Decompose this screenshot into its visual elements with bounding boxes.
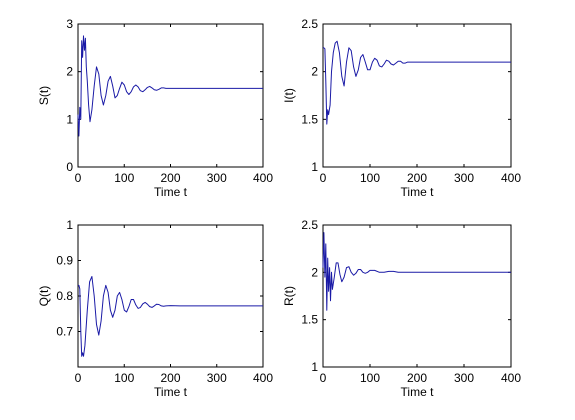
- y-tick-label-s-3: 3: [66, 17, 73, 31]
- x-tick-label-s-3: 300: [207, 171, 227, 185]
- plot-r: 0 100 200 300 400 1 1.5 2 2.5 Time t R(t): [282, 218, 521, 399]
- y-tick-label-s-1: 1: [66, 112, 73, 126]
- y-tick-label-q-2: 0.9: [56, 254, 73, 268]
- x-axis-label-q: Time t: [154, 385, 188, 399]
- y-tick-label-r-1: 1.5: [301, 313, 318, 327]
- y-axis-label-i: I(t): [282, 88, 296, 103]
- y-tick-label-q-1: 0.8: [56, 289, 73, 303]
- x-tick-label-i-2: 200: [407, 171, 427, 185]
- x-tick-label-q-3: 300: [207, 371, 227, 385]
- x-tick-label-i-3: 300: [454, 171, 474, 185]
- y-axis-label-s: S(t): [37, 86, 51, 105]
- x-tick-label-r-1: 100: [360, 371, 380, 385]
- x-tick-label-s-1: 100: [114, 171, 134, 185]
- y-tick-label-q-3: 1: [66, 218, 73, 232]
- x-tick-label-q-1: 100: [114, 371, 134, 385]
- axes-frame-i: [322, 23, 512, 168]
- x-axis-label-r: Time t: [401, 385, 435, 399]
- x-tick-label-i-4: 400: [501, 171, 521, 185]
- y-tick-label-r-3: 2.5: [301, 218, 318, 232]
- series-line-r-0: [322, 232, 511, 311]
- x-tick-label-r-3: 300: [454, 371, 474, 385]
- axes-frame-s: [77, 23, 264, 168]
- x-tick-label-i-1: 100: [360, 171, 380, 185]
- axes-frame-q: [77, 224, 264, 368]
- x-tick-label-r-4: 400: [501, 371, 521, 385]
- x-tick-label-i-0: 0: [320, 171, 327, 185]
- plot-s: 0 100 200 300 400 0 1 2 3 Time t S(t): [37, 17, 273, 199]
- series-line-s-0: [77, 35, 263, 137]
- plot-q: 0 100 200 300 400 0.7 0.8 0.9 1 Time t Q(t): [37, 218, 273, 399]
- x-tick-label-q-2: 200: [160, 371, 180, 385]
- y-tick-label-i-1: 1.5: [301, 112, 318, 126]
- x-tick-label-q-4: 400: [253, 371, 273, 385]
- plot-i: 0 100 200 300 400 1 1.5 2 2.5 Time t I(t): [282, 17, 521, 199]
- series-line-i-0: [323, 40, 511, 125]
- y-tick-label-q-0: 0.7: [56, 325, 73, 339]
- y-tick-label-s-0: 0: [66, 160, 73, 174]
- y-axis-label-r: R(t): [282, 286, 296, 306]
- y-tick-label-i-0: 1: [311, 160, 318, 174]
- y-tick-label-r-2: 2: [311, 265, 318, 279]
- x-tick-label-s-0: 0: [75, 171, 82, 185]
- x-tick-label-r-0: 0: [320, 371, 327, 385]
- series-line-q-0: [78, 276, 263, 357]
- y-tick-label-s-2: 2: [66, 65, 73, 79]
- x-tick-label-s-4: 400: [253, 171, 273, 185]
- y-tick-label-i-3: 2.5: [301, 17, 318, 31]
- x-axis-label-i: Time t: [401, 185, 435, 199]
- y-tick-label-i-2: 2: [311, 65, 318, 79]
- axes-frame-r: [322, 224, 512, 368]
- x-tick-label-q-0: 0: [75, 371, 82, 385]
- x-tick-label-r-2: 200: [407, 371, 427, 385]
- y-tick-label-r-0: 1: [311, 360, 318, 374]
- x-axis-label-s: Time t: [154, 185, 188, 199]
- y-axis-label-q: Q(t): [37, 286, 51, 307]
- x-tick-label-s-2: 200: [160, 171, 180, 185]
